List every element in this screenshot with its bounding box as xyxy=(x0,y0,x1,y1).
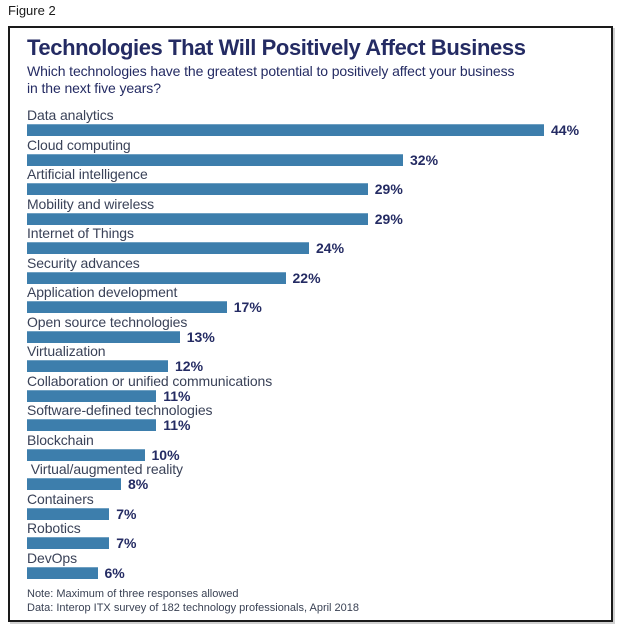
bar xyxy=(27,330,180,343)
chart-subtitle: Which technologies have the greatest pot… xyxy=(27,63,597,97)
bar-category-label: DevOps xyxy=(27,549,77,566)
bar-category-label: Virtualization xyxy=(27,343,106,359)
note-line: Note: Maximum of three responses allowed xyxy=(27,587,239,600)
bar-chart: Data analytics 44% Cloud computing 32% A… xyxy=(27,107,597,581)
bar-row: 7% xyxy=(27,505,597,522)
bar xyxy=(27,566,98,579)
bar-value-label: 6% xyxy=(104,564,125,581)
bar-category-label: Artificial intelligence xyxy=(27,166,148,182)
bar-item: Mobility and wireless 29% xyxy=(27,195,597,227)
bar xyxy=(27,271,286,284)
bar xyxy=(27,301,227,313)
bar xyxy=(27,537,110,549)
bar-item: Internet of Things 24% xyxy=(27,225,597,256)
bar-value-label: 11% xyxy=(163,387,191,404)
bar xyxy=(27,183,368,195)
bar-row: 7% xyxy=(27,535,597,551)
bar xyxy=(27,153,403,166)
bar-row: 11% xyxy=(27,387,597,404)
chart-notes: Note: Maximum of three responses allowed… xyxy=(27,587,597,615)
bar-item: Containers 7% xyxy=(27,490,597,522)
bar xyxy=(27,242,309,254)
bar-category-label: Containers xyxy=(27,490,94,507)
bar xyxy=(27,478,121,490)
bar-row: 22% xyxy=(27,269,597,286)
bar-item: Data analytics 44% xyxy=(27,107,597,138)
bar-item: Collaboration or unified communications … xyxy=(27,372,597,404)
bar-category-label: Robotics xyxy=(27,520,81,536)
data-source-line: Data: Interop ITX survey of 182 technolo… xyxy=(27,601,360,614)
bar-value-label: 44% xyxy=(551,122,580,138)
bar-row: 13% xyxy=(27,328,597,345)
bar-category-label: Mobility and wireless xyxy=(27,195,155,212)
chart-content: Technologies That Will Positively Affect… xyxy=(10,28,611,615)
bar-category-label: Data analytics xyxy=(27,107,114,123)
bar xyxy=(27,419,157,431)
chart-subtitle-line2: in the next five years? xyxy=(27,80,161,96)
bar-item: Robotics 7% xyxy=(27,520,597,551)
bar-category-label: Cloud computing xyxy=(27,136,131,153)
bar-item: Security advances 22% xyxy=(27,254,597,286)
bar-category-label: Collaboration or unified communications xyxy=(27,372,273,389)
bar-item: Blockchain 10% xyxy=(27,431,597,463)
bar-item: Software-defined technologies 11% xyxy=(27,402,597,433)
chart-title: Technologies That Will Positively Affect… xyxy=(27,35,526,60)
bar-value-label: 29% xyxy=(374,210,403,227)
bar xyxy=(27,360,168,372)
bar-item: Virtual/augmented reality 8% xyxy=(27,461,597,492)
bar-row: 10% xyxy=(27,446,597,463)
bar-value-label: 10% xyxy=(151,446,180,463)
bar-item: Virtualization 12% xyxy=(27,343,597,374)
bar-category-label: Internet of Things xyxy=(27,225,134,241)
bar-value-label: 13% xyxy=(186,328,215,345)
bar-value-label: 11% xyxy=(163,417,191,433)
bar-row: 32% xyxy=(27,151,597,168)
bar-value-label: 7% xyxy=(116,505,137,522)
bar xyxy=(27,389,157,402)
bar-category-label: Virtual/augmented reality xyxy=(27,461,183,477)
bar-item: Artificial intelligence 29% xyxy=(27,166,597,197)
bar-category-label: Security advances xyxy=(27,254,140,271)
bar xyxy=(27,124,544,136)
bar-category-label: Application development xyxy=(27,284,178,300)
bar-value-label: 8% xyxy=(128,476,149,492)
bar-item: DevOps 6% xyxy=(27,549,597,581)
bar-value-label: 12% xyxy=(175,358,204,374)
chart-panel: Technologies That Will Positively Affect… xyxy=(8,26,613,622)
bar xyxy=(27,507,110,520)
bar-category-label: Open source technologies xyxy=(27,313,188,330)
bar-value-label: 32% xyxy=(410,151,439,168)
bar-row: 44% xyxy=(27,122,597,138)
bar-row: 24% xyxy=(27,240,597,256)
bar-value-label: 22% xyxy=(292,269,321,286)
bar-category-label: Blockchain xyxy=(27,431,94,448)
bar-row: 6% xyxy=(27,564,597,581)
bar-item: Application development 17% xyxy=(27,284,597,315)
chart-subtitle-line1: Which technologies have the greatest pot… xyxy=(27,63,515,79)
figure-label: Figure 2 xyxy=(8,3,56,18)
bar-row: 12% xyxy=(27,358,597,374)
bar-item: Open source technologies 13% xyxy=(27,313,597,345)
bar xyxy=(27,448,145,461)
bar-value-label: 24% xyxy=(316,240,345,256)
bar-item: Cloud computing 32% xyxy=(27,136,597,168)
bar-row: 17% xyxy=(27,299,597,315)
bar-category-label: Software-defined technologies xyxy=(27,402,213,418)
bar-row: 29% xyxy=(27,210,597,227)
bar-value-label: 7% xyxy=(116,535,137,551)
bar-value-label: 17% xyxy=(233,299,262,315)
bar xyxy=(27,212,368,225)
bar-row: 8% xyxy=(27,476,597,492)
bar-value-label: 29% xyxy=(374,181,403,197)
bar-row: 11% xyxy=(27,417,597,433)
bar-row: 29% xyxy=(27,181,597,197)
